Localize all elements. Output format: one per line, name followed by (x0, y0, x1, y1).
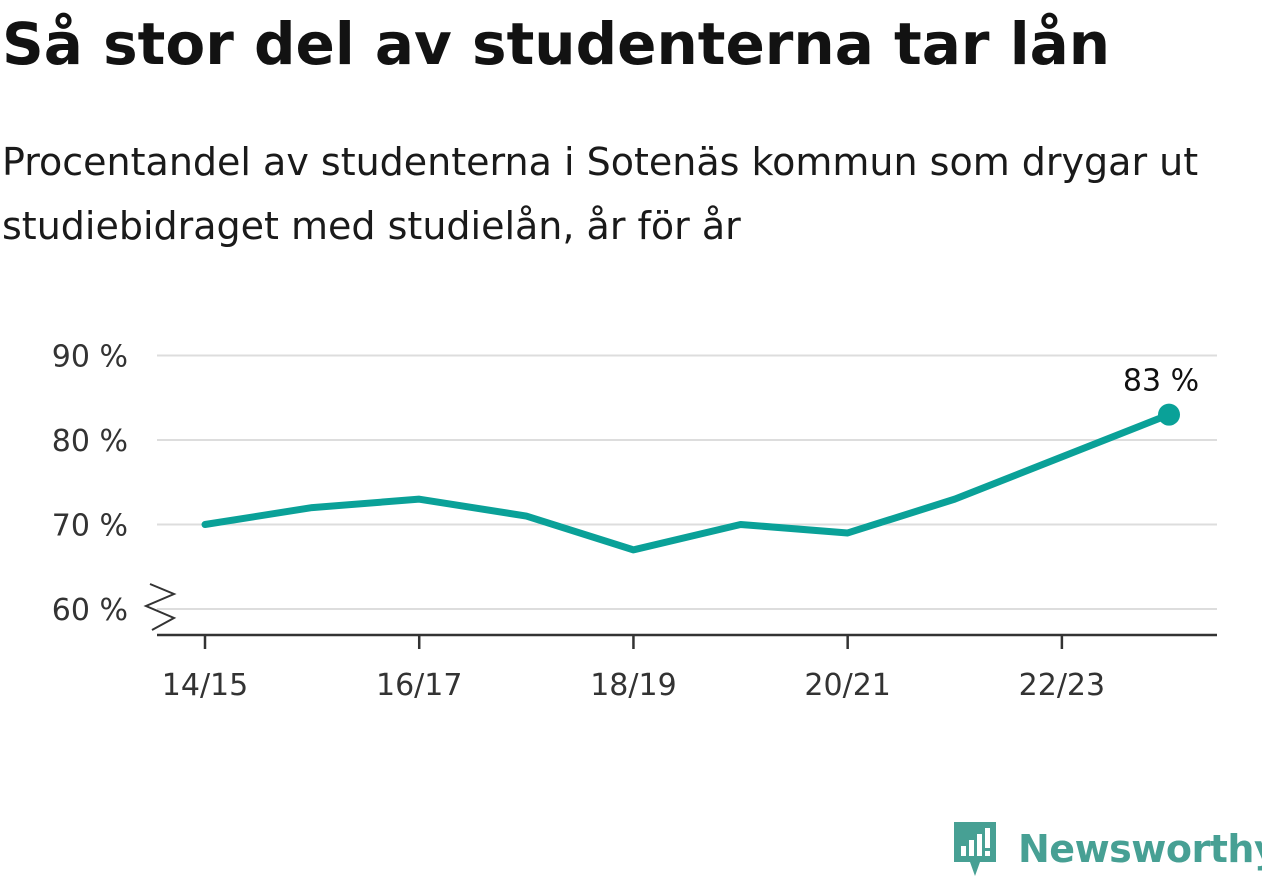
x-tick-label: 20/21 (804, 668, 890, 703)
chart-title: Så stor del av studenterna tar lån (2, 10, 1111, 78)
chart-subtitle: Procentandel av studenterna i Sotenäs ko… (2, 140, 1199, 248)
last-point-marker (1158, 403, 1180, 426)
x-tick-label: 22/23 (1019, 668, 1105, 703)
series-layer (201, 411, 1173, 554)
newsworthy-logo-icon (954, 822, 996, 876)
last-point-data-label: 83 % (1123, 364, 1199, 399)
y-tick-label: 90 % (52, 340, 128, 375)
y-tick-label: 80 % (52, 424, 128, 459)
x-tick-label: 14/15 (162, 668, 248, 703)
gridlines (143, 354, 1217, 631)
y-tick-label: 70 % (52, 509, 128, 544)
x-tick-label: 16/17 (376, 668, 462, 703)
x-axis (157, 633, 1217, 649)
y-tick-label: 60 % (52, 593, 128, 628)
axis-break-icon (143, 583, 177, 631)
y-axis-tick-labels: 60 % 70 % 80 % 90 % (52, 340, 128, 629)
newsworthy-logo: Newsworthy (950, 818, 1262, 880)
annotation-layer: 83 % (1123, 364, 1199, 426)
brand-name: Newsworthy (1018, 827, 1262, 871)
x-tick-label: 18/19 (590, 668, 676, 703)
x-axis-tick-labels: 14/15 16/17 18/19 20/21 22/23 (162, 668, 1105, 703)
series-line (201, 411, 1173, 554)
